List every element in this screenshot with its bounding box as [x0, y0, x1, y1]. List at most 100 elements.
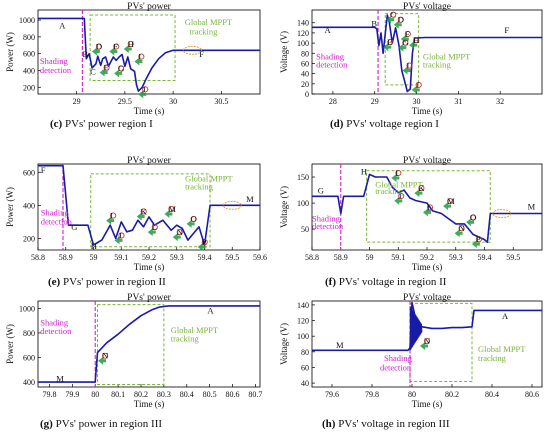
x-tick-label: 59 [366, 253, 374, 262]
point-label: E [387, 37, 392, 47]
x-tick-label: 58.8 [31, 253, 45, 262]
point-label: J [118, 230, 122, 240]
tracking-arrow [423, 208, 431, 217]
x-tick-label: 80 [91, 390, 99, 399]
tracking-marker [426, 204, 434, 211]
shading-detection-label: Shading [316, 51, 345, 61]
x-tick-label: 29.5 [118, 97, 132, 106]
caption-g: (g) PVs' power in region III [40, 418, 163, 430]
point-label: M [447, 196, 455, 206]
chart-title: PVs' power [127, 2, 172, 12]
x-tick-label: 59.6 [253, 253, 267, 262]
tracking-arrow [98, 356, 107, 365]
tracking-marker [398, 192, 405, 199]
tracking-arrow [400, 34, 409, 43]
chart-title: PVs' power [127, 156, 172, 166]
x-tick-label: 30 [169, 97, 177, 106]
tracking-arrow [443, 202, 452, 211]
series-line [38, 305, 260, 383]
tracking-arrow [398, 43, 407, 52]
steady-state-marker [222, 200, 242, 210]
tracking-marker [458, 225, 465, 232]
point-label: N [177, 227, 183, 237]
x-tick-label: 79.9 [65, 390, 79, 399]
tracking-arrow [402, 66, 411, 75]
tracking-arrow [466, 218, 475, 227]
global-mppt-label: Global MPPT [423, 51, 471, 61]
y-tick-label: 1000 [19, 304, 35, 313]
chart-panel-3: 58.8 58.9 59 59.1 59.2 59.3 59.4 59.5 59.6 200 400… [5, 156, 267, 272]
x-tick-label: 58.9 [334, 253, 348, 262]
x-tick-label: 80.2 [445, 390, 459, 399]
global-mppt-label: tracking [423, 60, 452, 70]
tracking-marker [138, 53, 145, 60]
y-tick-label: 400 [23, 66, 35, 75]
point-label: F [199, 49, 204, 59]
tracking-arrow [391, 173, 400, 182]
x-tick-label: 59.5 [506, 253, 520, 262]
point-label: E [104, 62, 109, 72]
plot-frame [37, 300, 261, 388]
point-label: G [318, 186, 324, 196]
shading-detection-label: Shading [41, 207, 70, 217]
tracking-arrow [411, 85, 420, 94]
tracking-marker [404, 30, 411, 38]
x-tick-label: 80.6 [226, 390, 240, 399]
global-mppt-label: tracking [190, 26, 219, 36]
point-label: A [59, 20, 66, 30]
point-label: O [191, 214, 197, 224]
y-tick-label: 40 [301, 70, 309, 79]
plot-frame [37, 163, 261, 251]
global-mppt-label: tracking [478, 353, 507, 363]
y-axis-label: Power (W) [5, 187, 15, 227]
x-tick-label: 80.4 [485, 390, 499, 399]
x-tick-label: 31 [454, 97, 462, 106]
y-tick-label: 80 [301, 348, 309, 357]
x-tick-label: 28 [329, 97, 337, 106]
tracking-marker [387, 39, 394, 46]
point-label: M [528, 201, 536, 211]
x-tick-label: 32 [496, 97, 504, 106]
shading-detection-label: detection [380, 363, 412, 373]
x-tick-label: 58.8 [305, 253, 319, 262]
y-tick-label: 200 [23, 83, 35, 92]
tracking-arrow [394, 196, 403, 205]
tracking-marker [110, 212, 117, 219]
x-axis-label: Time (s) [134, 106, 164, 116]
x-tick-label: 80.4 [180, 390, 194, 399]
x-tick-label: 80.2 [134, 390, 148, 399]
tracking-marker [118, 65, 125, 72]
tracking-arrow [91, 47, 100, 56]
tracking-marker [102, 352, 109, 359]
point-label: M [246, 194, 254, 204]
y-tick-label: 120 [297, 29, 309, 38]
tracking-arrow [454, 229, 463, 238]
point-label: K [418, 183, 425, 193]
tracking-arrow [99, 68, 108, 77]
x-tick-label: 79.6 [325, 390, 339, 399]
y-tick-label: 400 [23, 201, 35, 210]
x-tick-label: 79.8 [365, 390, 379, 399]
point-label: G [71, 222, 77, 232]
x-tick-label: 59.1 [114, 253, 128, 262]
point-label: A [502, 311, 509, 321]
y-tick-label: 120 [297, 317, 309, 326]
global-mppt-label: Global MPPT [185, 17, 233, 27]
global-mppt-label: Global MPPT [375, 179, 423, 189]
plot-frame [311, 9, 543, 95]
x-tick-label: 80 [408, 390, 416, 399]
tracking-arrow [414, 189, 423, 198]
mppt-window [384, 13, 420, 86]
point-label: H [128, 39, 134, 49]
y-axis-label: Power (W) [5, 324, 15, 364]
tracking-marker [201, 238, 208, 246]
y-tick-label: 600 [23, 50, 35, 59]
point-label: P [202, 237, 207, 247]
x-tick-label: 59.2 [142, 253, 156, 262]
y-tick-label: 0 [305, 90, 309, 99]
tracking-marker [413, 37, 420, 44]
tracking-arrow [136, 212, 145, 221]
shading-detection-label: Shading [312, 213, 341, 223]
y-tick-label: 40 [301, 379, 309, 388]
point-label: K [141, 206, 148, 216]
